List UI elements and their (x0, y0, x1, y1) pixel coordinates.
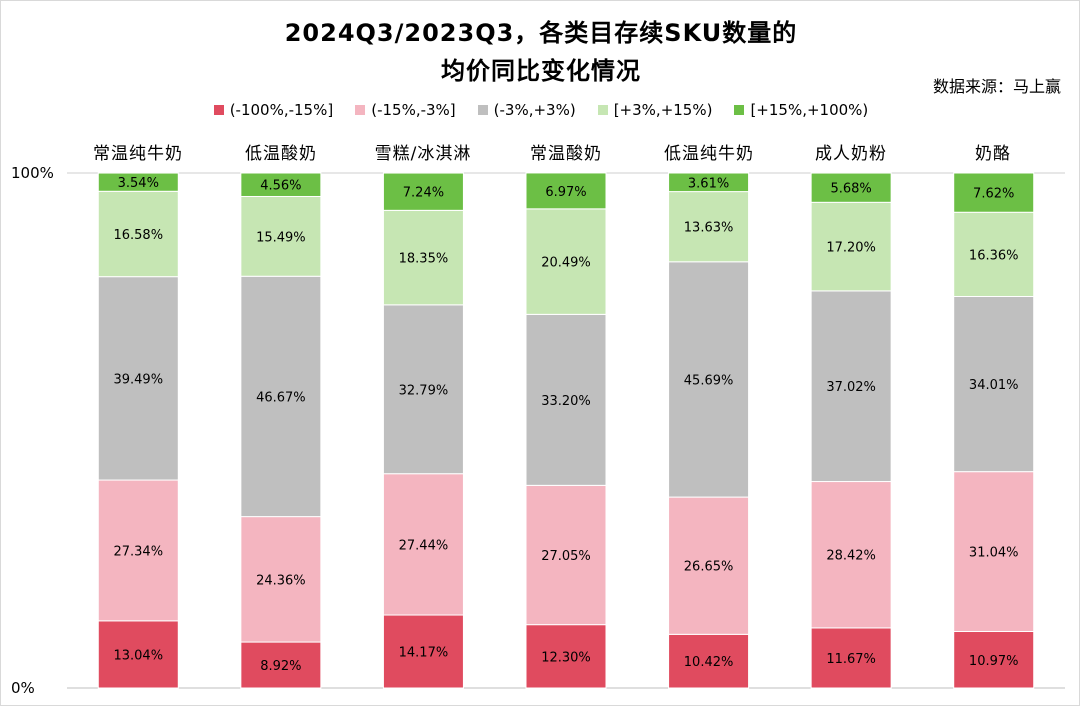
bar-segment (240, 641, 322, 689)
bar-segment (97, 276, 179, 481)
bar-data-label: 8.92% (260, 659, 301, 674)
bar-data-label: 7.24% (403, 186, 444, 201)
bar-segment (810, 290, 892, 483)
bar-segment (953, 295, 1035, 473)
legend-label-1: (-100%,-15%] (229, 101, 334, 119)
bar-data-label: 16.36% (969, 248, 1019, 263)
bar-data-label: 10.97% (969, 654, 1019, 669)
bar-segment (97, 190, 179, 278)
bar-segment (810, 172, 892, 203)
bar-data-label: 32.79% (399, 383, 449, 398)
bar-segment (668, 191, 750, 263)
bar-segment (97, 620, 179, 689)
bar-data-label: 3.61% (688, 176, 729, 191)
bar-data-label: 31.04% (969, 546, 1019, 561)
bar-data-label: 20.49% (541, 256, 591, 271)
category-label: 常温纯牛奶 (93, 144, 183, 164)
bar-segment (953, 471, 1035, 633)
bar-data-label: 5.68% (830, 182, 871, 197)
legend-item-3: (-3%,+3%) (477, 101, 576, 119)
bar-data-label: 7.62% (973, 187, 1014, 202)
bar-segment (382, 614, 464, 689)
bar-data-label: 27.05% (541, 549, 591, 564)
bar-data-label: 3.54% (118, 176, 159, 191)
bar-segment (382, 304, 464, 475)
category-label: 低温纯牛奶 (664, 144, 754, 164)
legend-label-4: [+3%,+15%) (613, 101, 713, 119)
bar-data-label: 33.20% (541, 394, 591, 409)
bar-data-label: 11.67% (826, 652, 876, 667)
legend-swatch-5 (734, 105, 745, 115)
source-note: 数据来源：马上赢 (932, 77, 1061, 96)
bar-data-label: 28.42% (826, 549, 876, 564)
category-label: 成人奶粉 (815, 144, 887, 164)
bar-data-label: 6.97% (545, 185, 586, 200)
bar-segment (810, 627, 892, 689)
bar-data-label: 37.02% (826, 380, 876, 395)
bar-segment (97, 172, 179, 192)
y-tick-bottom: 0% (11, 679, 35, 697)
bar-data-label: 45.69% (684, 373, 734, 388)
bar-data-label: 46.67% (256, 390, 306, 405)
bar-segment (525, 208, 607, 315)
bar-data-label: 17.20% (826, 241, 876, 256)
bar-data-label: 14.17% (399, 646, 449, 661)
bar-segment (668, 172, 750, 193)
bar-segment (382, 209, 464, 306)
bar-data-label: 4.56% (260, 179, 301, 194)
bar-segment (97, 479, 179, 622)
bar-segment (240, 172, 322, 197)
bar-data-label: 10.42% (684, 655, 734, 670)
bar-segment (382, 172, 464, 211)
legend-item-4: [+3%,+15%) (597, 101, 713, 119)
bar-segment (953, 172, 1035, 213)
legend-swatch-2 (355, 105, 366, 115)
bar-segment (240, 275, 322, 518)
legend-item-5: [+15%,+100%) (734, 101, 868, 119)
legend: (-100%,-15%] (-15%,-3%] (-3%,+3%) [+3%,+… (1, 101, 1080, 119)
bar-data-label: 24.36% (256, 573, 306, 588)
legend-item-2: (-15%,-3%] (355, 101, 456, 119)
legend-label-3: (-3%,+3%) (493, 101, 576, 119)
bar-data-label: 12.30% (541, 650, 591, 665)
bar-segment (810, 201, 892, 292)
bar-data-label: 15.49% (256, 230, 306, 245)
chart-title-line1: 2024Q3/2023Q3，各类目存续SKU数量的 (284, 19, 798, 47)
bar-data-label: 13.63% (684, 221, 734, 236)
bar-segment (668, 496, 750, 635)
bar-data-label: 26.65% (684, 560, 734, 575)
legend-swatch-3 (477, 105, 488, 115)
category-label: 常温酸奶 (530, 144, 602, 164)
bar-segment (525, 624, 607, 689)
y-tick-top: 100% (11, 164, 54, 182)
bar-data-label: 13.04% (113, 648, 163, 663)
bar-data-label: 27.34% (113, 544, 163, 559)
bar-data-label: 18.35% (399, 252, 449, 267)
legend-item-1: (-100%,-15%] (213, 101, 334, 119)
bar-segment (240, 516, 322, 643)
legend-label-2: (-15%,-3%] (371, 101, 456, 119)
bar-segment (525, 484, 607, 626)
chart-title-line2: 均价同比变化情况 (441, 57, 641, 85)
bar-segment (668, 261, 750, 498)
category-label: 奶酪 (975, 144, 1011, 164)
bar-data-label: 39.49% (113, 372, 163, 387)
bar-segment (240, 195, 322, 277)
legend-swatch-4 (597, 105, 608, 115)
bar-data-label: 34.01% (969, 378, 1019, 393)
legend-label-5: [+15%,+100%) (750, 101, 869, 119)
bar-data-label: 16.58% (113, 228, 163, 243)
bar-segment (525, 172, 607, 210)
legend-swatch-1 (213, 105, 224, 115)
bar-data-label: 27.44% (399, 538, 449, 553)
category-label: 雪糕/冰淇淋 (374, 144, 472, 164)
category-label: 低温酸奶 (245, 144, 317, 164)
